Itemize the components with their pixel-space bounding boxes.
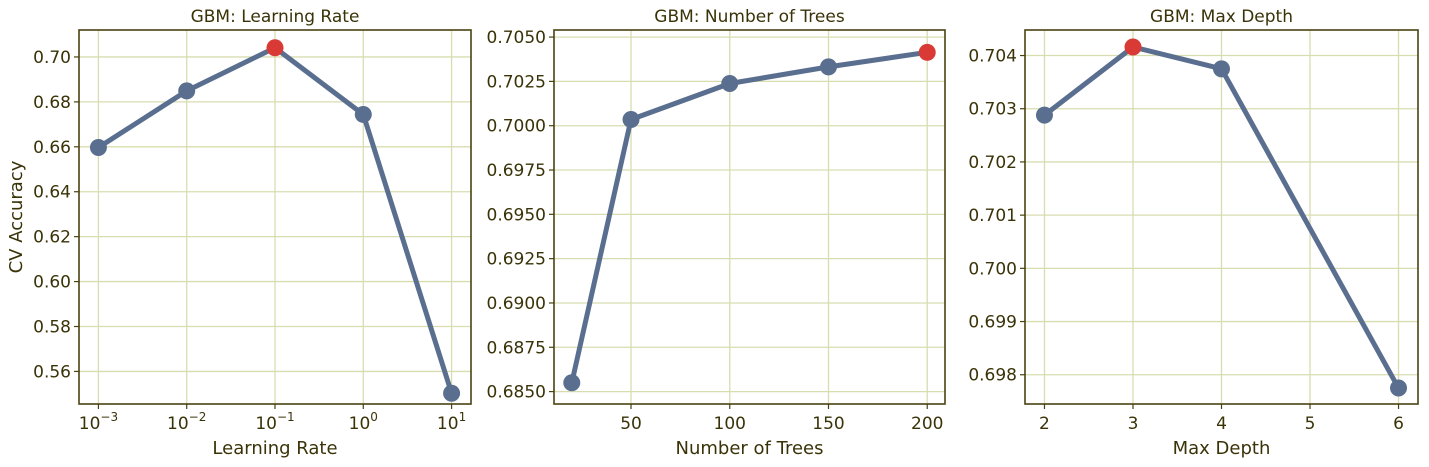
chart-title: GBM: Number of Trees bbox=[654, 7, 845, 27]
x-tick-label: 100 bbox=[714, 414, 746, 434]
y-tick-label: 0.70 bbox=[33, 48, 71, 68]
data-point-marker bbox=[819, 58, 837, 76]
data-point-marker bbox=[354, 105, 372, 123]
y-tick-label: 0.6950 bbox=[487, 205, 546, 225]
y-tick-label: 0.6925 bbox=[487, 250, 546, 270]
y-tick-label: 0.700 bbox=[968, 259, 1017, 279]
x-tick-label: 50 bbox=[620, 414, 642, 434]
chart-panel-2: 0.6850 0.6875 0.6900 0.6925 0.6950 0.6975 0.70… bbox=[487, 7, 946, 459]
series-line bbox=[1042, 44, 1401, 391]
plot-frame bbox=[553, 29, 946, 405]
x-tick-label: 6 bbox=[1393, 414, 1404, 434]
x-tick-label: 10−1 bbox=[255, 410, 294, 434]
y-tick-label: 0.701 bbox=[968, 206, 1017, 226]
y-tick-label: 0.7000 bbox=[487, 117, 546, 137]
data-point-marker bbox=[622, 111, 640, 129]
y-tick-label: 0.703 bbox=[968, 100, 1017, 120]
data-point-marker bbox=[178, 82, 196, 100]
data-point-marker bbox=[443, 384, 461, 402]
best-point-marker bbox=[266, 39, 284, 57]
y-tick-label: 0.64 bbox=[33, 183, 71, 203]
y-tick-label: 0.66 bbox=[33, 138, 71, 158]
chart-panel-3: 0.698 0.699 0.700 0.701 0.702 0.703 0.704 2 3 4 5 6… bbox=[968, 7, 1419, 459]
chart-panel-1: 0.56 0.58 0.60 0.62 0.64 0.66 0.68 0.70 10−3 10−2… bbox=[6, 7, 472, 459]
y-tick-label: 0.698 bbox=[968, 366, 1017, 386]
series-line bbox=[569, 49, 930, 386]
x-axis-label: Max Depth bbox=[1173, 438, 1271, 459]
data-point-marker bbox=[1390, 379, 1408, 397]
y-tick-label: 0.702 bbox=[968, 153, 1017, 173]
data-point-marker bbox=[89, 138, 107, 156]
y-tick-label: 0.699 bbox=[968, 313, 1017, 333]
chart-title: GBM: Learning Rate bbox=[191, 7, 360, 27]
y-tick-label: 0.58 bbox=[33, 318, 71, 338]
y-tick-label: 0.7025 bbox=[487, 72, 546, 92]
y-tick-label: 0.56 bbox=[33, 362, 71, 382]
x-axis-label: Number of Trees bbox=[676, 438, 824, 459]
y-tick-label: 0.68 bbox=[33, 93, 71, 113]
data-point-marker bbox=[1213, 60, 1230, 78]
x-tick-label: 2 bbox=[1039, 414, 1050, 434]
y-tick-label: 0.6900 bbox=[487, 294, 546, 314]
x-tick-label: 101 bbox=[437, 410, 466, 434]
x-tick-label: 4 bbox=[1216, 414, 1227, 434]
best-point-marker bbox=[1124, 38, 1142, 56]
y-tick-label: 0.7050 bbox=[487, 28, 546, 48]
y-tick-label: 0.60 bbox=[33, 273, 71, 293]
data-point-marker bbox=[563, 374, 581, 392]
x-tick-label: 150 bbox=[812, 414, 844, 434]
chart-title: GBM: Max Depth bbox=[1150, 7, 1293, 27]
y-tick-label: 0.6975 bbox=[487, 161, 546, 181]
x-tick-label: 10−3 bbox=[79, 410, 118, 434]
y-tick-label: 0.6875 bbox=[487, 338, 546, 358]
best-point-marker bbox=[918, 43, 936, 61]
data-point-marker bbox=[1035, 106, 1053, 124]
y-tick-label: 0.62 bbox=[33, 228, 71, 248]
x-tick-label: 10−2 bbox=[167, 410, 206, 434]
data-point-marker bbox=[721, 75, 739, 93]
y-tick-label: 0.6850 bbox=[487, 383, 546, 403]
y-tick-label: 0.704 bbox=[968, 47, 1017, 67]
x-tick-label: 3 bbox=[1128, 414, 1139, 434]
x-tick-label: 5 bbox=[1305, 414, 1316, 434]
x-axis-label: Learning Rate bbox=[212, 438, 337, 459]
x-tick-label: 100 bbox=[349, 410, 378, 434]
x-tick-label: 200 bbox=[911, 414, 943, 434]
y-axis-label: CV Accuracy bbox=[6, 160, 27, 273]
